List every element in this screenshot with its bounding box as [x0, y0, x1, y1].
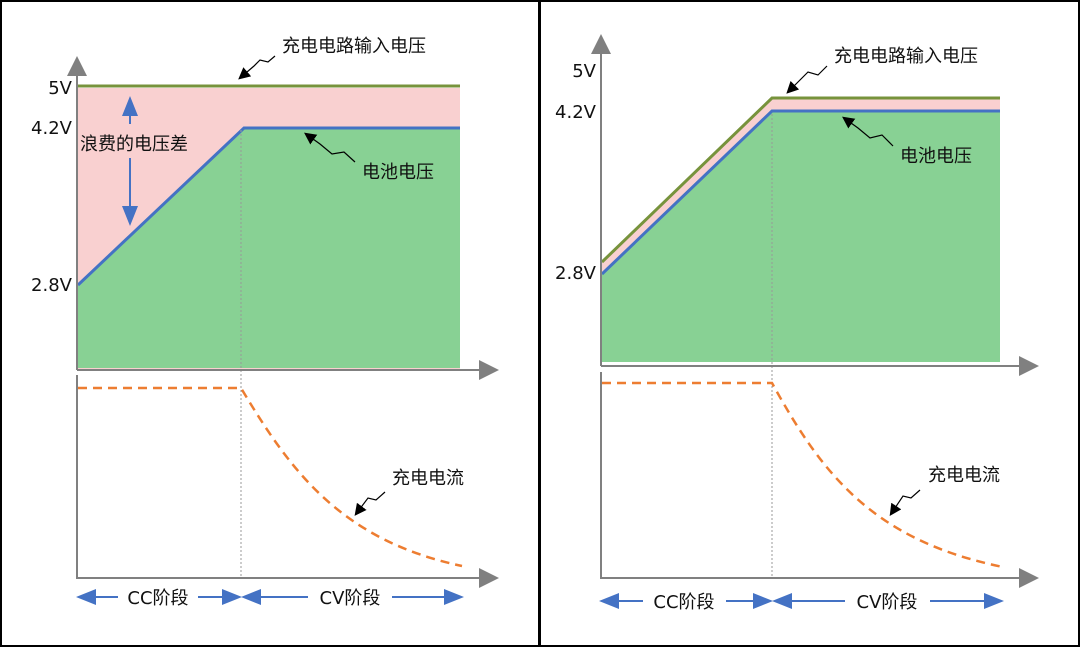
battery-voltage-pointer — [304, 132, 356, 163]
charge-current-curve — [78, 386, 463, 568]
input-voltage-pointer — [238, 55, 276, 80]
tick-5v: 5V — [572, 61, 596, 82]
input-voltage-label: 充电电路输入电压 — [282, 36, 426, 57]
left-panel: 5V 4.2V 2.8V 浪费的电压差 充电电路输入电压 电池电压 充电电流 C… — [31, 36, 499, 609]
tick-5v: 5V — [48, 78, 72, 99]
cc-phase-label: CC阶段 — [653, 592, 714, 613]
input-voltage-label: 充电电路输入电压 — [834, 46, 978, 67]
battery-voltage-line — [76, 126, 460, 287]
cv-phase-label: CV阶段 — [320, 588, 381, 609]
tick-2-8v: 2.8V — [31, 275, 73, 296]
cc-phase-label: CC阶段 — [127, 588, 188, 609]
battery-voltage-area — [78, 128, 460, 368]
charge-current-pointer — [354, 491, 386, 516]
tick-2-8v: 2.8V — [555, 263, 597, 284]
input-voltage-pointer — [786, 65, 828, 94]
charge-current-label: 充电电流 — [392, 468, 464, 489]
battery-voltage-area — [602, 111, 1000, 362]
battery-voltage-line — [600, 109, 1000, 276]
battery-voltage-label: 电池电压 — [900, 146, 972, 167]
cv-phase-label: CV阶段 — [857, 592, 918, 613]
wasted-voltage-label: 浪费的电压差 — [80, 134, 188, 155]
battery-voltage-pointer — [842, 116, 894, 147]
right-panel-frame — [539, 0, 1080, 647]
tick-4-2v: 4.2V — [555, 102, 597, 123]
charge-current-pointer — [889, 489, 921, 516]
charge-current-curve — [602, 381, 1004, 569]
right-panel: 5V 4.2V 2.8V 充电电路输入电压 电池电压 充电电流 CC阶段 CV阶… — [555, 34, 1039, 613]
input-voltage-line — [600, 96, 1000, 264]
tick-4-2v: 4.2V — [31, 118, 73, 139]
battery-voltage-label: 电池电压 — [362, 162, 434, 183]
charge-current-label: 充电电流 — [928, 465, 1000, 486]
